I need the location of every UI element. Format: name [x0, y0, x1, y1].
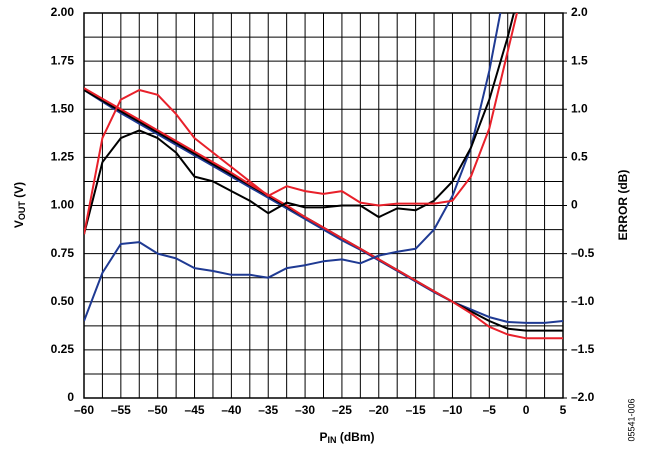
figure-note: 05541-006 — [626, 398, 636, 441]
y2-tick-label: 1.0 — [571, 101, 588, 115]
y-title-main: V — [12, 220, 26, 228]
y2-tick-label: 0.5 — [571, 150, 588, 164]
x-axis-title: PIN (dBm) — [319, 430, 374, 445]
y2-tick-label: –1.0 — [571, 294, 595, 308]
y-tick-label: 0.75 — [51, 246, 75, 260]
y-tick-label: 0.25 — [51, 342, 75, 356]
x-title-main: P — [319, 430, 327, 444]
plot-frame — [83, 12, 564, 399]
y2-tick-label: 1.5 — [571, 53, 588, 67]
x-tick-label: –20 — [369, 403, 389, 417]
y-title-rest: (V) — [12, 182, 26, 201]
x-tick-label: –15 — [406, 403, 426, 417]
data-line — [84, 87, 563, 340]
x-tick-label: –45 — [185, 403, 205, 417]
y2-tick-label: 0 — [571, 198, 578, 212]
y2-tick-label: –1.5 — [571, 342, 595, 356]
y-tick-label: 2.00 — [51, 5, 75, 19]
x-tick-label: –60 — [74, 403, 94, 417]
y-tick-label: 1.75 — [51, 53, 75, 67]
y-tick-label: 1.00 — [51, 198, 75, 212]
x-tick-label: –55 — [111, 403, 131, 417]
x-tick-label: –5 — [483, 403, 497, 417]
x-tick-label: –25 — [332, 403, 352, 417]
x-tick-label: –50 — [148, 403, 168, 417]
y2-tick-label: –2.0 — [571, 390, 595, 404]
x-tick-label: –10 — [442, 403, 462, 417]
x-tick-label: –35 — [258, 403, 278, 417]
y-tick-label: 1.50 — [51, 101, 75, 115]
data-line — [84, 89, 563, 324]
x-tick-label: –40 — [221, 403, 241, 417]
x-title-sub: IN — [328, 435, 337, 445]
y2-tick-label: 2.0 — [571, 5, 588, 19]
y-title-sub: OUT — [17, 201, 27, 221]
x-tick-label: 5 — [560, 403, 567, 417]
y-tick-label: 0 — [67, 390, 74, 404]
x-tick-label: 0 — [523, 403, 530, 417]
data-line — [84, 13, 518, 235]
data-line — [84, 13, 502, 322]
x-tick-label: –30 — [295, 403, 315, 417]
data-line — [84, 13, 515, 235]
y-tick-label: 1.25 — [51, 150, 75, 164]
y-axis-title: VOUT (V) — [12, 182, 27, 228]
y-tick-label: 0.50 — [51, 294, 75, 308]
plot-lines — [84, 13, 563, 340]
y2-axis-title: ERROR (dB) — [616, 170, 630, 241]
y2-tick-label: –0.5 — [571, 246, 595, 260]
x-title-rest: (dBm) — [337, 430, 375, 444]
